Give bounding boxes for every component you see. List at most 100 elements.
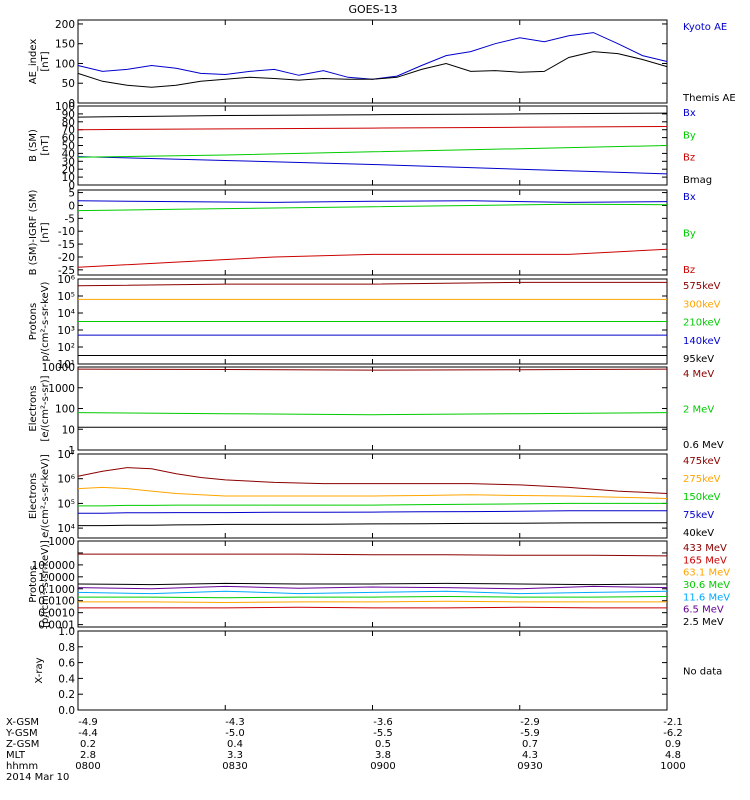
legend-entry: 0.6 MeV xyxy=(683,440,724,451)
ytick-label: 40 xyxy=(62,148,75,160)
series-line xyxy=(78,600,667,604)
legend-entry: Bx xyxy=(683,192,696,203)
legend-entry: 4 MeV xyxy=(683,369,714,380)
legend-entry: 6.5 MeV xyxy=(683,605,724,616)
footer-value: -5.9 xyxy=(520,728,540,739)
footer-value: 0.5 xyxy=(375,739,391,750)
series-line xyxy=(77,126,668,131)
footer-value: 0.9 xyxy=(665,739,681,750)
ytick-label: 0 xyxy=(68,200,75,212)
legend-entry: Bz xyxy=(683,153,695,164)
series-line xyxy=(78,595,668,599)
ytick-label: 90 xyxy=(62,109,75,121)
legend-entry: Bmag xyxy=(683,175,712,186)
legend-entry: 11.6 MeV xyxy=(683,592,730,603)
footer-row-label: Y-GSM xyxy=(5,728,38,739)
ytick-label: 50 xyxy=(62,141,75,153)
footer-value: 3.8 xyxy=(375,750,391,761)
ytick-label: 100 xyxy=(55,101,75,113)
ylabel: X-ray xyxy=(34,657,45,683)
footer-value: -4.4 xyxy=(78,728,98,739)
ytick-label: 100 xyxy=(55,404,75,416)
ylabel: [nT] xyxy=(40,222,51,242)
footer-value: 4.3 xyxy=(522,750,538,761)
figure-title: GOES-13 xyxy=(348,3,397,16)
ylabel: e/(cm²-s-sr-keV)] xyxy=(40,454,51,538)
series-line xyxy=(77,412,668,416)
footer-value: 0900 xyxy=(370,761,395,772)
ytick-label: 200 xyxy=(55,19,75,31)
ylabel: [e/(cm²-s-sr)] xyxy=(40,375,51,441)
footer-value: 0.7 xyxy=(522,739,538,750)
footer-value: -4.3 xyxy=(225,717,245,728)
series-line xyxy=(78,502,667,507)
ytick-label: 0.0010 xyxy=(38,608,75,620)
legend-entry: 2 MeV xyxy=(683,405,714,416)
ytick-label: 80 xyxy=(62,117,75,129)
ytick-label: 70 xyxy=(62,125,75,137)
footer-value: -6.2 xyxy=(663,728,683,739)
ytick-label: 10⁵ xyxy=(57,291,75,303)
ytick-label: 0.2 xyxy=(58,689,75,701)
footer-row-label: X-GSM xyxy=(6,717,39,728)
ytick-label: -10 xyxy=(58,226,75,238)
footer-ephemeris: X-GSM -4.9 -4.3 -3.6 -2.9 -2.1 Y-GSM -4.4 -5.0 -5… xyxy=(5,717,686,783)
ytick-label: 0.6 xyxy=(58,658,75,670)
ylabel: Electrons xyxy=(28,473,39,519)
legend-entry: 95keV xyxy=(683,354,714,365)
legend-entry: By xyxy=(683,130,696,141)
footer-value: 2.8 xyxy=(80,750,96,761)
legend-entry: 63.1 MeV xyxy=(683,568,730,579)
ytick-label: -5 xyxy=(65,213,75,225)
panel-6: 10⁴ 10⁵ 10⁶ 10⁷ Electrons e/(cm²-s-sr-keV)] 47… xyxy=(28,449,721,539)
no-data-note: No data xyxy=(683,667,722,678)
series-line xyxy=(77,203,668,212)
series-line xyxy=(77,145,668,158)
ytick-label: 50 xyxy=(62,78,75,90)
series-line xyxy=(77,585,668,590)
legend-entry: 140keV xyxy=(683,336,721,347)
ytick-label: 10⁷ xyxy=(57,449,75,461)
panel-3: -25-20-15-10-505 B (SM)-IGRF (SM) [nT] Bx By… xyxy=(28,188,696,277)
ytick-label: 0 xyxy=(68,98,75,110)
footer-value: 0.4 xyxy=(227,739,243,750)
ytick-label: 1.0000 xyxy=(38,572,75,584)
series-line xyxy=(78,606,667,609)
ylabel: Electrons xyxy=(28,385,39,431)
ytick-label: -20 xyxy=(58,252,75,264)
footer-value: -3.6 xyxy=(373,717,393,728)
series-line xyxy=(77,51,668,88)
series-line xyxy=(77,486,668,499)
ytick-label: 0 xyxy=(68,180,75,192)
footer-value: -5.0 xyxy=(225,728,245,739)
ytick-label: 1000 xyxy=(48,536,75,548)
ytick-label: 1 xyxy=(68,445,75,457)
series-line xyxy=(77,582,668,586)
footer-row-label: Z-GSM xyxy=(6,739,39,750)
legend-entry: 575keV xyxy=(683,281,721,292)
panel-frame xyxy=(77,105,668,186)
ytick-label: 60 xyxy=(62,133,75,145)
footer-row-label: hhmm xyxy=(6,761,38,772)
ytick-label: 0.0001 xyxy=(38,620,75,632)
series-line xyxy=(77,248,668,268)
series-line xyxy=(78,553,668,557)
ytick-label: 0.0100 xyxy=(38,596,75,608)
ytick-label: 0.4 xyxy=(58,673,75,685)
ytick-label: 10¹ xyxy=(57,359,75,371)
footer-value: 0800 xyxy=(75,761,100,772)
legend-entry: 150keV xyxy=(683,492,721,503)
ytick-label: 1.0 xyxy=(58,626,75,638)
legend-entry: 210keV xyxy=(683,318,721,329)
legend-entry: 475keV xyxy=(683,456,721,467)
series-line xyxy=(77,156,668,175)
series-line xyxy=(77,281,667,287)
ytick-label: 30 xyxy=(62,156,75,168)
ytick-label: 5 xyxy=(68,188,75,200)
footer-value: 1000 xyxy=(660,761,685,772)
legend-entry: Bz xyxy=(683,265,695,276)
